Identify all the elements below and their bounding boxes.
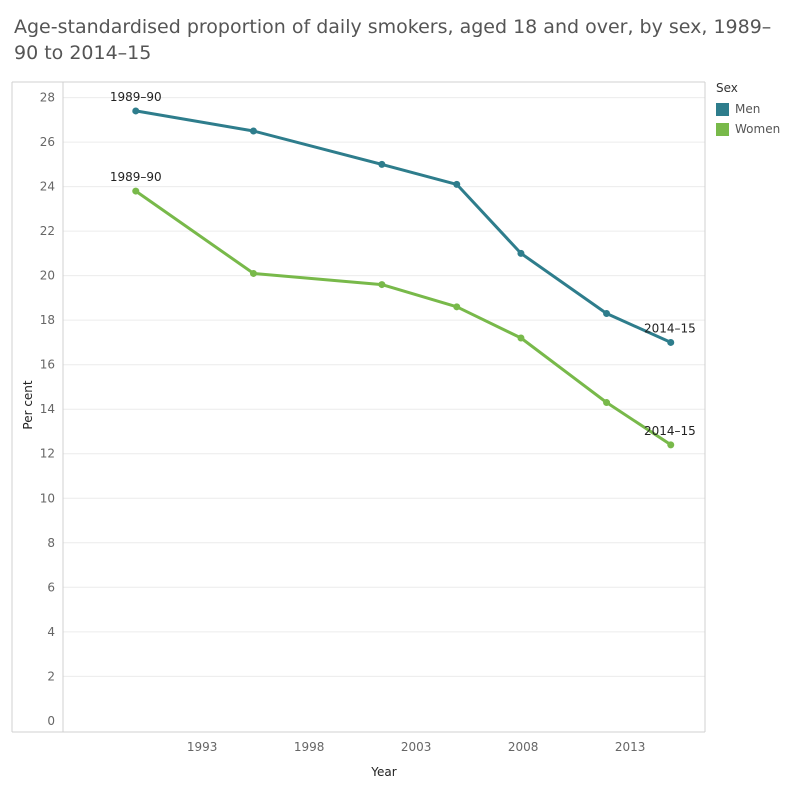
annotation-label: 2014–15 [644, 424, 696, 438]
annotation-label: 1989–90 [110, 170, 162, 184]
y-tick-label: 0 [47, 714, 55, 728]
y-tick-label: 20 [40, 269, 55, 283]
data-point-men[interactable] [249, 127, 257, 135]
data-point-men[interactable] [603, 310, 611, 318]
y-tick-label: 12 [40, 447, 55, 461]
data-point-men[interactable] [378, 160, 386, 168]
legend-label-women: Women [735, 122, 781, 136]
legend-swatch-women [716, 122, 729, 136]
x-axis-ticks: 1993 1998 2003 2008 2013 [187, 740, 646, 754]
y-tick-label: 4 [47, 625, 55, 639]
data-point-men[interactable] [667, 338, 675, 346]
data-point-men[interactable] [132, 107, 140, 115]
grid-lines [63, 97, 705, 677]
y-tick-label: 18 [40, 313, 55, 327]
legend-item-men[interactable]: Men [716, 99, 780, 119]
y-tick-label: 26 [40, 135, 55, 149]
legend-swatch-men [716, 102, 729, 116]
data-point-women[interactable] [517, 334, 525, 342]
series-line-men [134, 109, 673, 344]
legend: Sex Men Women [716, 81, 780, 139]
annotations: 1989–90 1989–90 2014–15 2014–15 [110, 90, 696, 438]
y-tick-label: 6 [47, 580, 55, 594]
x-tick-label: 2013 [615, 740, 646, 754]
y-tick-label: 8 [47, 536, 55, 550]
legend-label-men: Men [735, 102, 761, 116]
y-tick-label: 22 [40, 224, 55, 238]
legend-title: Sex [716, 81, 738, 95]
series-lines [132, 107, 675, 449]
x-tick-label: 2003 [401, 740, 432, 754]
chart-title: Age-standardised proportion of daily smo… [14, 16, 772, 64]
data-point-women[interactable] [132, 187, 140, 195]
data-point-women[interactable] [249, 269, 257, 277]
data-point-men[interactable] [453, 180, 461, 188]
annotation-label: 2014–15 [644, 321, 696, 335]
y-tick-label: 16 [40, 358, 55, 372]
y-axis-title: Per cent [21, 380, 35, 430]
x-tick-label: 1998 [294, 740, 325, 754]
data-point-men[interactable] [517, 249, 525, 257]
data-point-women[interactable] [378, 281, 386, 289]
data-point-women[interactable] [667, 441, 675, 449]
x-axis-title: Year [370, 765, 396, 779]
y-tick-label: 2 [47, 669, 55, 683]
legend-item-women[interactable]: Women [716, 119, 780, 139]
series-line-women [134, 189, 673, 447]
plot-frame [11, 81, 706, 733]
data-point-women[interactable] [603, 399, 611, 407]
annotation-label: 1989–90 [110, 90, 162, 104]
y-tick-label: 28 [40, 91, 55, 105]
x-tick-label: 1993 [187, 740, 218, 754]
y-tick-label: 24 [40, 180, 55, 194]
y-tick-label: 14 [40, 402, 55, 416]
x-tick-label: 2008 [508, 740, 539, 754]
data-point-women[interactable] [453, 303, 461, 311]
y-tick-label: 10 [40, 491, 55, 505]
